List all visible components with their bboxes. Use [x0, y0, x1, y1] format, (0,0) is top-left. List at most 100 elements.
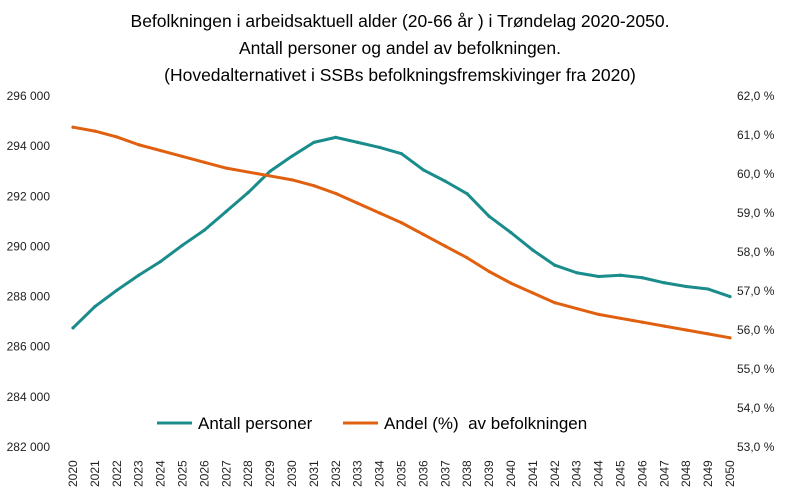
x-axis-tick-label: 2026 [197, 460, 211, 487]
x-axis-tick-label: 2022 [110, 460, 124, 487]
plot-area [71, 125, 732, 340]
legend-item-andel[interactable]: Andel (%) av befolkningen [343, 414, 587, 433]
data-point-antall [290, 154, 294, 158]
data-point-antall [180, 243, 185, 247]
data-point-andel [246, 170, 250, 174]
right-axis-tick-label: 61,0 % [737, 128, 775, 142]
data-point-andel [728, 336, 732, 340]
x-axis-tick-label: 2027 [219, 460, 233, 487]
left-axis-tick-label: 288 000 [7, 290, 51, 304]
data-point-antall [71, 326, 75, 330]
x-axis-tick-label: 2025 [176, 460, 190, 487]
data-point-andel [443, 244, 447, 248]
data-point-antall [706, 287, 710, 291]
data-point-antall [487, 214, 491, 218]
x-axis: 2020 2021 2022 2023 2024 2025 2026 2027 2028 2029… [66, 460, 737, 487]
data-point-andel [575, 306, 579, 311]
x-axis-tick-label: 2040 [504, 460, 518, 487]
right-axis-tick-label: 62,0 % [737, 89, 775, 103]
data-point-antall [553, 263, 557, 267]
data-point-andel [180, 154, 185, 159]
x-axis-tick-label: 2036 [416, 460, 430, 487]
data-point-antall [684, 284, 688, 289]
x-axis-tick-label: 2033 [351, 460, 365, 487]
data-point-antall [640, 276, 645, 280]
data-point-andel [531, 291, 535, 295]
data-point-antall [356, 140, 360, 144]
left-axis: 282 000 284 000 286 000 288 000 290 000 292 0… [7, 89, 51, 454]
data-point-antall [618, 273, 623, 277]
right-axis-tick-label: 57,0 % [737, 284, 775, 298]
series-line-antall [71, 135, 732, 330]
data-point-andel [465, 256, 469, 260]
data-point-antall [662, 281, 666, 285]
x-axis-tick-label: 2037 [438, 460, 452, 487]
data-point-andel [202, 160, 206, 164]
data-point-andel [487, 269, 491, 274]
data-point-antall [597, 274, 601, 279]
x-axis-tick-label: 2024 [154, 460, 168, 487]
data-point-antall [465, 192, 469, 196]
data-point-andel [706, 332, 710, 336]
data-point-andel [618, 316, 623, 320]
data-point-antall [728, 294, 732, 299]
data-point-andel [115, 135, 119, 139]
data-point-andel [159, 149, 163, 153]
data-point-antall [443, 179, 447, 183]
data-point-andel [640, 320, 645, 324]
data-point-antall [421, 168, 425, 172]
data-point-andel [356, 201, 360, 205]
data-point-andel [421, 232, 425, 237]
data-point-antall [246, 190, 250, 195]
right-axis-tick-label: 56,0 % [737, 323, 775, 337]
left-axis-tick-label: 286 000 [7, 340, 51, 354]
data-point-antall [93, 305, 97, 309]
x-axis-tick-label: 2031 [307, 460, 321, 487]
x-axis-tick-label: 2020 [66, 460, 80, 487]
x-axis-tick-label: 2023 [132, 460, 146, 487]
x-axis-tick-label: 2044 [592, 460, 606, 487]
left-axis-tick-label: 294 000 [7, 139, 51, 153]
left-axis-tick-label: 282 000 [7, 440, 51, 454]
x-axis-tick-label: 2028 [241, 460, 255, 487]
data-point-antall [334, 135, 338, 139]
data-point-andel [93, 129, 97, 133]
right-axis-tick-label: 54,0 % [737, 401, 775, 415]
data-point-andel [399, 221, 404, 225]
chart-title-line-1: Befolkningen i arbeidsaktuell alder (20-… [131, 11, 670, 31]
data-point-andel [662, 324, 666, 328]
data-point-antall [268, 169, 272, 173]
x-axis-tick-label: 2029 [263, 460, 277, 487]
x-axis-tick-label: 2048 [679, 460, 693, 487]
data-point-antall [224, 209, 228, 213]
data-point-andel [137, 143, 141, 147]
x-axis-tick-label: 2035 [395, 460, 409, 487]
series-line-andel [71, 125, 732, 340]
x-axis-tick-label: 2045 [614, 460, 628, 487]
right-axis: 53,0 % 54,0 % 55,0 % 56,0 % 57,0 % 58,0 % 59,0… [737, 89, 775, 454]
left-axis-tick-label: 296 000 [7, 89, 51, 103]
legend-label-andel: Andel (%) av befolkningen [384, 414, 587, 433]
right-axis-tick-label: 55,0 % [737, 362, 775, 376]
data-point-andel [509, 281, 513, 285]
data-point-andel [378, 211, 382, 215]
data-point-andel [312, 184, 316, 188]
x-axis-tick-label: 2049 [701, 460, 715, 487]
chart-title-line-3: (Hovedalternativet i SSBs befolkningsfre… [164, 65, 636, 85]
right-axis-tick-label: 60,0 % [737, 167, 775, 181]
x-axis-tick-label: 2046 [635, 460, 649, 487]
right-axis-tick-label: 59,0 % [737, 206, 775, 220]
x-axis-tick-label: 2021 [88, 460, 102, 487]
right-axis-tick-label: 53,0 % [737, 440, 775, 454]
chart-title-line-2: Antall personer og andel av befolkningen… [239, 38, 561, 58]
data-point-andel [553, 301, 557, 305]
left-axis-tick-label: 290 000 [7, 239, 51, 253]
data-point-antall [378, 145, 382, 149]
x-axis-tick-label: 2032 [329, 460, 343, 487]
x-axis-tick-label: 2047 [657, 460, 671, 487]
left-axis-tick-label: 292 000 [7, 189, 51, 203]
legend[interactable]: Antall personer Andel (%) av befolkninge… [157, 414, 587, 433]
legend-item-antall[interactable]: Antall personer [157, 414, 313, 433]
x-axis-tick-label: 2034 [373, 460, 387, 487]
